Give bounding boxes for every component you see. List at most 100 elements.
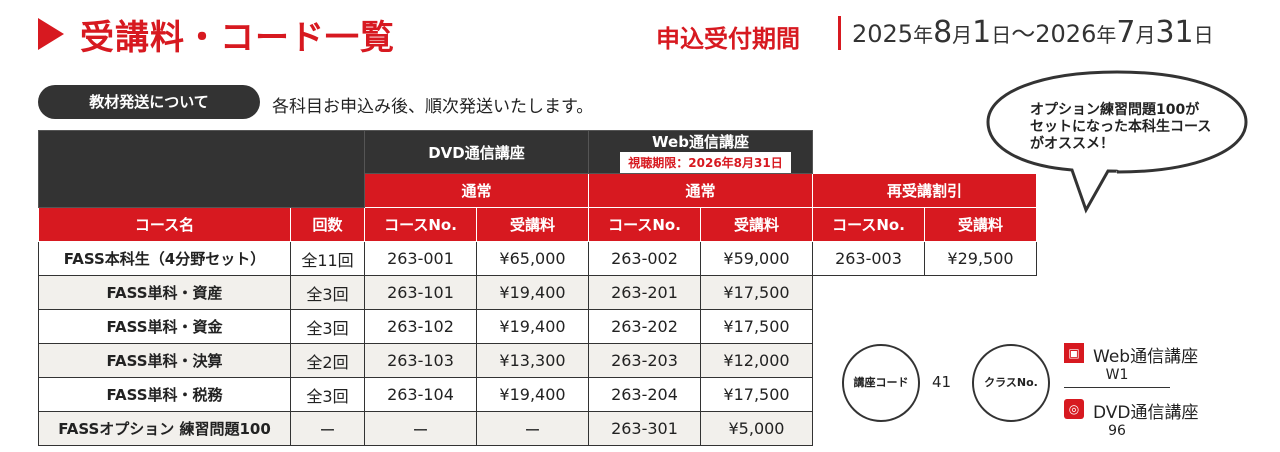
header-row-2: 通常 通常 再受講割引 <box>39 173 1037 208</box>
year-unit: 年 <box>1096 23 1117 47</box>
header-spacer <box>813 131 1037 174</box>
table-row: FASSオプション 練習問題100 ー ー ー 263-301 ¥5,000 <box>38 411 1037 446</box>
month-unit: 月 <box>952 23 973 47</box>
sessions: 全11回 <box>290 241 365 276</box>
header-web-normal: 通常 <box>588 173 813 208</box>
fee-table: DVD通信講座 Web通信講座視聴期限：2026年8月31日 通常 通常 再受講… <box>38 130 1037 446</box>
web-class-code: W1 <box>1105 367 1129 383</box>
header-row-1: DVD通信講座 Web通信講座視聴期限：2026年8月31日 <box>38 130 1037 208</box>
empty-cell <box>813 310 1037 344</box>
bubble-line: オプション練習問題100が <box>1030 102 1200 118</box>
header-blank <box>38 130 365 208</box>
web-course-no: 263-201 <box>588 275 701 310</box>
header-fee: 受講料 <box>700 207 813 242</box>
web-fee: ¥17,500 <box>700 275 813 310</box>
web-fee: ¥12,000 <box>700 343 813 378</box>
period-separator: ～ <box>1011 20 1036 48</box>
dvd-fee: ¥13,300 <box>476 343 589 378</box>
dvd-fee: ¥19,400 <box>476 309 589 344</box>
header-web-label: Web通信講座 <box>652 133 749 151</box>
header-row-3: コース名 回数 コースNo. 受講料 コースNo. 受講料 コースNo. 受講料 <box>38 207 1037 242</box>
table-row: FASS単科・資金 全3回 263-102 ¥19,400 263-202 ¥1… <box>38 309 1037 344</box>
web-fee: ¥17,500 <box>700 377 813 412</box>
web-fee: ¥5,000 <box>700 411 813 446</box>
year-unit: 年 <box>913 23 934 47</box>
sessions: 全2回 <box>290 343 365 378</box>
header-dvd-normal: 通常 <box>364 173 589 208</box>
day-unit: 日 <box>1193 23 1214 47</box>
retake-fee: ¥29,500 <box>924 241 1037 276</box>
shipping-note: 各科目お申込み後、順次発送いたします。 <box>272 97 594 117</box>
web-course-no: 263-203 <box>588 343 701 378</box>
sessions: 全3回 <box>290 275 365 310</box>
header-sessions: 回数 <box>290 207 365 242</box>
dvd-disc-icon: ◎ <box>1064 399 1084 419</box>
speech-bubble <box>986 70 1248 214</box>
dvd-fee: ー <box>476 411 589 446</box>
dvd-fee: ¥65,000 <box>476 241 589 276</box>
empty-cell <box>813 276 1037 310</box>
header-fee: 受講料 <box>476 207 589 242</box>
header-course-name: コース名 <box>38 207 291 242</box>
class-no-circle: クラスNo. <box>972 344 1050 422</box>
course-code-value: 41 <box>932 373 952 391</box>
period-label: 申込受付期間 <box>656 25 800 53</box>
bubble-line: セットになった本科生コース <box>1030 119 1212 135</box>
dvd-course-no: 263-001 <box>364 241 477 276</box>
course-name: FASS単科・税務 <box>38 377 291 412</box>
header-course-no: コースNo. <box>812 207 925 242</box>
sessions: 全3回 <box>290 377 365 412</box>
sessions: ー <box>290 411 365 446</box>
day-unit: 日 <box>991 23 1012 47</box>
end-month: 7 <box>1116 15 1136 50</box>
course-name: FASSオプション 練習問題100 <box>38 411 291 446</box>
table-row: FASS本科生（4分野セット） 全11回 263-001 ¥65,000 263… <box>38 241 1037 276</box>
dvd-fee: ¥19,400 <box>476 377 589 412</box>
web-course-label: Web通信講座 <box>1093 347 1199 367</box>
dvd-course-no: 263-104 <box>364 377 477 412</box>
viewing-deadline-badge: 視聴期限：2026年8月31日 <box>620 152 791 173</box>
start-year: 2025 <box>852 20 914 48</box>
table-row: FASS単科・決算 全2回 263-103 ¥13,300 263-203 ¥1… <box>38 343 1037 378</box>
start-month: 8 <box>933 15 953 50</box>
header-fee: 受講料 <box>924 207 1037 242</box>
start-day: 1 <box>972 15 992 50</box>
web-course-icon: ▣ <box>1064 343 1084 363</box>
period-value: 2025年8月1日～2026年7月31日 <box>852 14 1214 50</box>
web-fee: ¥59,000 <box>700 241 813 276</box>
web-fee: ¥17,500 <box>700 309 813 344</box>
dvd-class-code: 96 <box>1108 423 1126 439</box>
course-name: FASS単科・資金 <box>38 309 291 344</box>
bubble-line: がオススメ！ <box>1030 136 1114 152</box>
web-course-no: 263-204 <box>588 377 701 412</box>
header-retake: 再受講割引 <box>812 173 1037 208</box>
header-course-no: コースNo. <box>588 207 701 242</box>
dvd-course-no: 263-103 <box>364 343 477 378</box>
web-course-no: 263-301 <box>588 411 701 446</box>
code-divider <box>1064 387 1170 388</box>
header-dvd: DVD通信講座 <box>364 130 589 174</box>
bubble-text: オプション練習問題100が セットになった本科生コース がオススメ！ <box>1030 102 1250 153</box>
month-unit: 月 <box>1135 23 1156 47</box>
retake-course-no: 263-003 <box>812 241 925 276</box>
course-name: FASS本科生（4分野セット） <box>38 241 291 276</box>
web-course-no: 263-002 <box>588 241 701 276</box>
course-code-circle: 講座コード <box>842 344 920 422</box>
course-name: FASS単科・決算 <box>38 343 291 378</box>
end-year: 2026 <box>1035 20 1097 48</box>
shipping-label: 教材発送について <box>38 85 260 119</box>
dvd-course-no: 263-101 <box>364 275 477 310</box>
dvd-fee: ¥19,400 <box>476 275 589 310</box>
sessions: 全3回 <box>290 309 365 344</box>
period-divider <box>838 16 841 50</box>
dvd-course-no: 263-102 <box>364 309 477 344</box>
page-title: 受講料・コード一覧 <box>80 18 395 58</box>
table-row: FASS単科・資産 全3回 263-101 ¥19,400 263-201 ¥1… <box>38 275 1037 310</box>
title-arrow-icon <box>38 18 64 50</box>
header-web: Web通信講座視聴期限：2026年8月31日 <box>588 130 813 174</box>
dvd-course-label: DVD通信講座 <box>1093 403 1199 423</box>
course-name: FASS単科・資産 <box>38 275 291 310</box>
end-day: 31 <box>1155 15 1194 50</box>
web-course-no: 263-202 <box>588 309 701 344</box>
header-course-no: コースNo. <box>364 207 477 242</box>
